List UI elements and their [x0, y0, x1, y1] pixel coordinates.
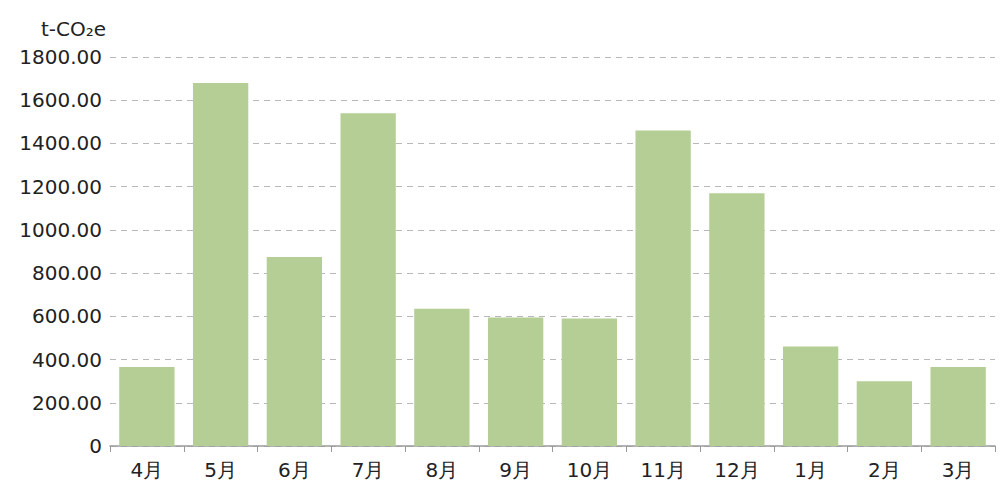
svg-text:1000.00: 1000.00 [19, 218, 102, 242]
svg-text:5月: 5月 [204, 458, 237, 482]
svg-text:800.00: 800.00 [32, 261, 102, 285]
svg-text:t-CO₂e: t-CO₂e [41, 17, 106, 41]
svg-text:200.00: 200.00 [32, 391, 102, 415]
svg-text:1400.00: 1400.00 [19, 131, 102, 155]
svg-text:8月: 8月 [426, 458, 459, 482]
svg-text:4月: 4月 [131, 458, 164, 482]
svg-text:600.00: 600.00 [32, 304, 102, 328]
svg-text:0: 0 [89, 434, 102, 458]
svg-text:10月: 10月 [567, 458, 612, 482]
svg-text:400.00: 400.00 [32, 348, 102, 372]
svg-text:9月: 9月 [499, 458, 532, 482]
svg-text:2月: 2月 [868, 458, 901, 482]
svg-text:7月: 7月 [352, 458, 385, 482]
svg-text:6月: 6月 [278, 458, 311, 482]
svg-text:12月: 12月 [714, 458, 759, 482]
svg-text:1月: 1月 [794, 458, 827, 482]
svg-text:3月: 3月 [942, 458, 975, 482]
svg-text:1800.00: 1800.00 [19, 45, 102, 69]
svg-text:1200.00: 1200.00 [19, 175, 102, 199]
svg-text:1600.00: 1600.00 [19, 88, 102, 112]
svg-text:11月: 11月 [640, 458, 685, 482]
